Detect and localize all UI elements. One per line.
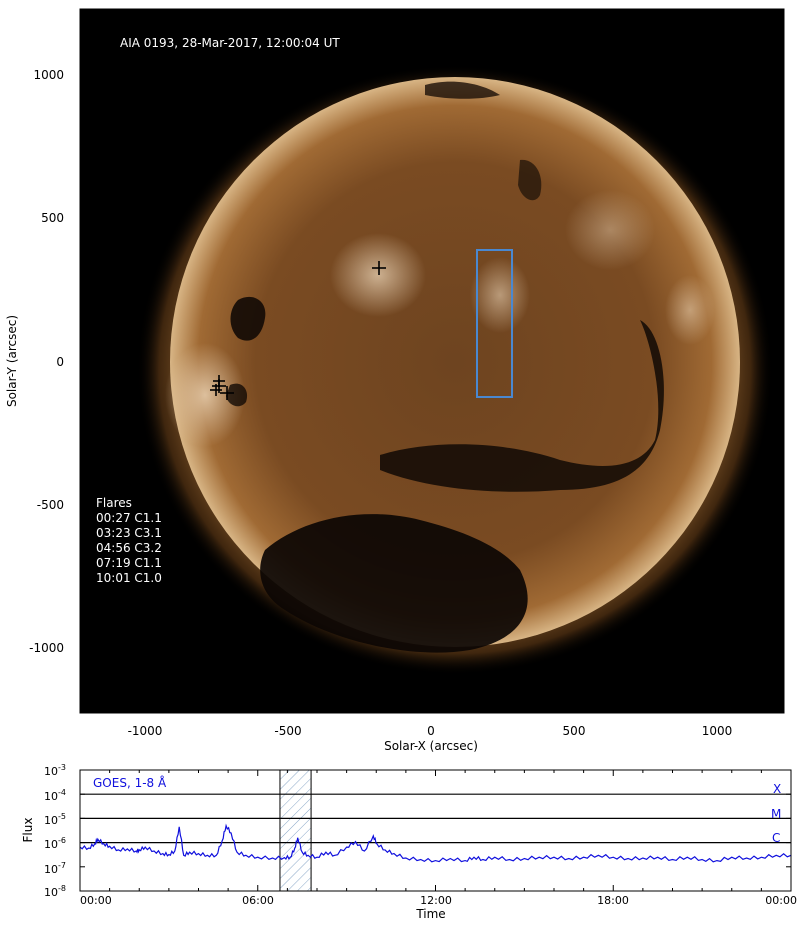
y-tick-base: 10: [44, 886, 58, 899]
x-tick-label: -1000: [128, 724, 163, 738]
svg-text:10-5: 10-5: [44, 812, 66, 827]
svg-text:10-8: 10-8: [44, 884, 66, 899]
flare-markers: [210, 261, 386, 400]
x-tick-label: 18:00: [597, 894, 629, 907]
y-tick-exp: -8: [58, 884, 66, 893]
x-tick-label: 00:00: [80, 894, 112, 907]
goes-panel: GOES, 1-8 Å X M C 10-3 10-4 10-5 10-6 10…: [21, 763, 797, 921]
x-tick-label: 0: [427, 724, 435, 738]
y-tick-exp: -3: [58, 763, 66, 772]
x-tick-label: 12:00: [420, 894, 452, 907]
y-tick-exp: -6: [58, 836, 66, 845]
y-tick-labels: 1000 500 0 -500 -1000: [29, 68, 64, 655]
goes-y-tick-labels: 10-3 10-4 10-5 10-6 10-7 10-8: [44, 763, 66, 899]
flare-list-item: 10:01 C1.0: [96, 571, 162, 585]
x-tick-labels: -1000 -500 0 500 1000: [128, 724, 733, 738]
x-tick-label: 1000: [702, 724, 733, 738]
y-tick-base: 10: [44, 790, 58, 803]
coronal-hole-east: [230, 296, 266, 341]
flare-list-item: 00:27 C1.1: [96, 511, 162, 525]
y-tick-exp: -7: [58, 861, 66, 870]
y-tick-label: -1000: [29, 641, 64, 655]
y-axis-label: Solar-Y (arcsec): [5, 315, 19, 407]
class-label-x: X: [773, 782, 781, 796]
flare-list-item: 07:19 C1.1: [96, 556, 162, 570]
svg-text:10-6: 10-6: [44, 836, 66, 851]
flare-list-heading: Flares: [96, 496, 132, 510]
goes-background: [80, 770, 791, 891]
solar-image-panel: AIA 0193, 28-Mar-2017, 12:00:04 UT Flare…: [5, 8, 785, 753]
y-tick-exp: -4: [58, 788, 66, 797]
x-axis-label: Solar-X (arcsec): [384, 739, 478, 753]
flare-list-item: 04:56 C3.2: [96, 541, 162, 555]
loops-northwest: [565, 190, 655, 270]
coronal-hole-south: [260, 514, 528, 653]
x-tick-label: -500: [274, 724, 301, 738]
image-title: AIA 0193, 28-Mar-2017, 12:00:04 UT: [120, 36, 340, 50]
active-region-center: [330, 233, 426, 317]
coronal-hole-north: [518, 159, 542, 201]
dark-region-north-limb: [425, 81, 500, 99]
goes-flux-curve: [80, 823, 791, 863]
y-tick-label: 0: [56, 355, 64, 369]
x-tick-label: 500: [563, 724, 586, 738]
flare-list: Flares 00:27 C1.1 03:23 C3.1 04:56 C3.2 …: [96, 496, 162, 585]
y-tick-base: 10: [44, 765, 58, 778]
class-label-c: C: [772, 831, 780, 845]
class-label-m: M: [771, 807, 781, 821]
svg-text:10-4: 10-4: [44, 788, 66, 803]
y-tick-label: -500: [37, 498, 64, 512]
x-tick-label: 06:00: [242, 894, 274, 907]
goes-label: GOES, 1-8 Å: [93, 775, 167, 790]
y-tick-exp: -5: [58, 812, 66, 821]
region-of-interest-box: [476, 249, 513, 398]
flare-list-item: 03:23 C3.1: [96, 526, 162, 540]
limb-brightening-west: [665, 275, 715, 345]
observation-window-hatch: [279, 769, 312, 892]
active-region-box: [470, 257, 530, 333]
goes-y-axis-label: Flux: [21, 818, 35, 843]
coronal-hole-southwest: [380, 320, 664, 492]
flare-class-lines: [80, 793, 791, 844]
flare-class-labels: X M C: [771, 782, 781, 845]
goes-x-axis-label: Time: [415, 907, 445, 921]
coronal-hole-east-small: [226, 383, 248, 407]
x-tick-label: 00:00: [765, 894, 797, 907]
y-tick-base: 10: [44, 838, 58, 851]
active-region-east: [165, 343, 245, 447]
svg-text:10-3: 10-3: [44, 763, 66, 778]
svg-text:10-7: 10-7: [44, 861, 66, 876]
y-tick-label: 500: [41, 211, 64, 225]
goes-x-tick-labels: 00:00 06:00 12:00 18:00 00:00: [80, 894, 797, 907]
y-tick-base: 10: [44, 814, 58, 827]
y-tick-base: 10: [44, 863, 58, 876]
y-tick-label: 1000: [33, 68, 64, 82]
